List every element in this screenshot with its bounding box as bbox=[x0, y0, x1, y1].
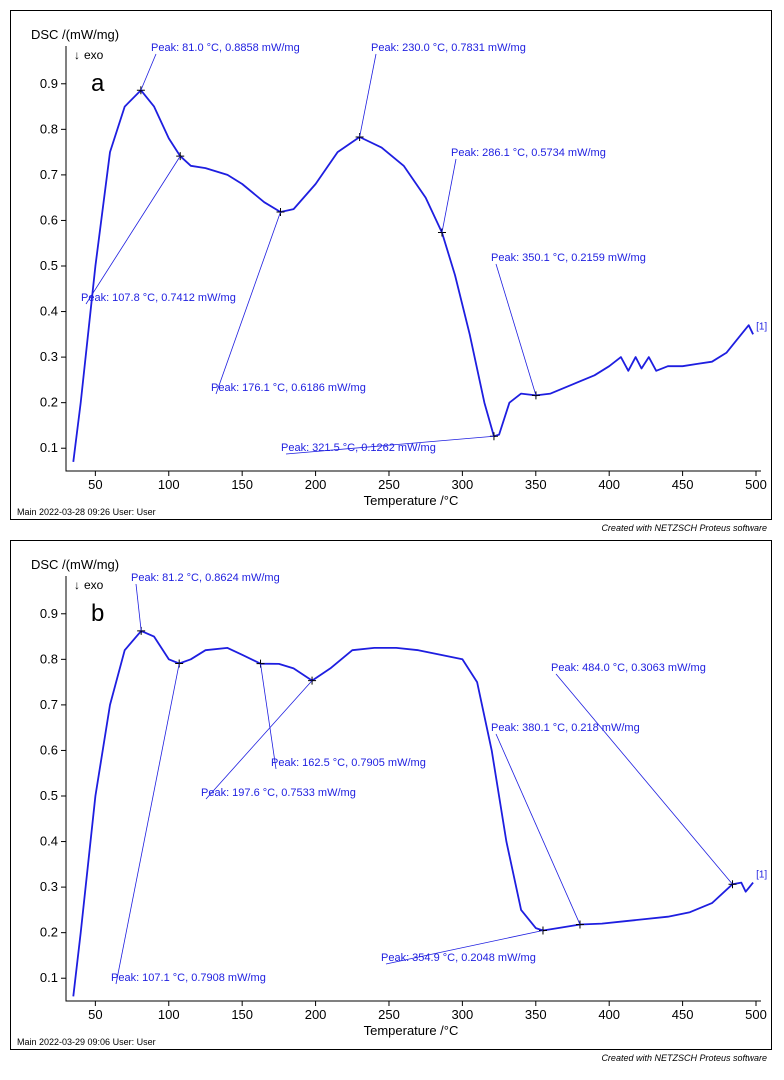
y-tick-label: 0.9 bbox=[40, 76, 58, 91]
chart-container-b: 50 100 150 200 250 300 350 400 450 500 0.1 0.2 0.3 0.… bbox=[10, 540, 772, 1050]
x-tick-label: 200 bbox=[305, 1007, 327, 1022]
exo-arrow-icon: ↓ bbox=[74, 578, 80, 592]
x-tick-label: 400 bbox=[598, 1007, 620, 1022]
peak-leader-line bbox=[556, 674, 733, 884]
dsc-chart-b: 50 100 150 200 250 300 350 400 450 500 0.1 0.2 0.3 0.… bbox=[11, 541, 771, 1049]
x-tick-label: 250 bbox=[378, 1007, 400, 1022]
chart-container-a: 50 100 150 200 250 300 350 400 450 500 0.1 0.2 0.3 0.… bbox=[10, 10, 772, 520]
peak-label: Peak: 197.6 °C, 0.7533 mW/mg bbox=[201, 787, 356, 799]
x-tick-label: 350 bbox=[525, 477, 547, 492]
peak-label: Peak: 176.1 °C, 0.6186 mW/mg bbox=[211, 382, 366, 394]
panel-letter: b bbox=[91, 600, 104, 627]
x-tick-label: 200 bbox=[305, 477, 327, 492]
x-tick-label: 500 bbox=[745, 1007, 767, 1022]
peak-label: Peak: 107.1 °C, 0.7908 mW/mg bbox=[111, 972, 266, 984]
y-axis-label: DSC /(mW/mg) bbox=[31, 557, 119, 572]
peak-label: Peak: 321.5 °C, 0.1262 mW/mg bbox=[281, 442, 436, 454]
x-tick-label: 50 bbox=[88, 1007, 102, 1022]
x-tick-label: 250 bbox=[378, 477, 400, 492]
x-axis-label: Temperature /°C bbox=[364, 1023, 459, 1038]
x-tick-label: 300 bbox=[452, 477, 474, 492]
y-tick-label: 0.1 bbox=[40, 970, 58, 985]
x-tick-label: 500 bbox=[745, 477, 767, 492]
exo-label: exo bbox=[84, 578, 104, 592]
exo-arrow-icon: ↓ bbox=[74, 48, 80, 62]
y-tick-label: 0.6 bbox=[40, 742, 58, 757]
y-axis-label: DSC /(mW/mg) bbox=[31, 27, 119, 42]
x-tick-label: 100 bbox=[158, 1007, 180, 1022]
x-tick-label: 150 bbox=[231, 477, 253, 492]
footer-timestamp: Main 2022-03-29 09:06 User: User bbox=[17, 1037, 156, 1047]
panel-letter: a bbox=[91, 70, 105, 97]
y-tick-label: 0.3 bbox=[40, 879, 58, 894]
x-tick-label: 350 bbox=[525, 1007, 547, 1022]
y-tick-label: 0.5 bbox=[40, 258, 58, 273]
dsc-curve bbox=[73, 631, 753, 997]
x-tick-label: 150 bbox=[231, 1007, 253, 1022]
dsc-chart-a: 50 100 150 200 250 300 350 400 450 500 0.1 0.2 0.3 0.… bbox=[11, 11, 771, 519]
peak-leader-line bbox=[442, 159, 456, 233]
y-tick-label: 0.6 bbox=[40, 212, 58, 227]
x-tick-label: 50 bbox=[88, 477, 102, 492]
peak-label: Peak: 484.0 °C, 0.3063 mW/mg bbox=[551, 662, 706, 674]
peak-leader-line bbox=[496, 264, 536, 395]
peak-label: Peak: 354.9 °C, 0.2048 mW/mg bbox=[381, 952, 536, 964]
peak-leader-line bbox=[206, 681, 312, 799]
peak-leader-line bbox=[360, 54, 376, 137]
x-tick-label: 400 bbox=[598, 477, 620, 492]
peak-leader-line bbox=[136, 584, 141, 631]
footer-software-credit: Created with NETZSCH Proteus software bbox=[601, 523, 767, 533]
y-tick-label: 0.1 bbox=[40, 440, 58, 455]
peak-leader-line bbox=[496, 734, 580, 924]
y-tick-label: 0.8 bbox=[40, 651, 58, 666]
y-tick-label: 0.7 bbox=[40, 167, 58, 182]
x-tick-label: 450 bbox=[672, 1007, 694, 1022]
y-tick-label: 0.4 bbox=[40, 834, 58, 849]
peak-leader-line bbox=[141, 54, 156, 90]
peak-label: Peak: 230.0 °C, 0.7831 mW/mg bbox=[371, 42, 526, 54]
y-tick-label: 0.4 bbox=[40, 304, 58, 319]
peak-label: Peak: 286.1 °C, 0.5734 mW/mg bbox=[451, 147, 606, 159]
dsc-curve bbox=[73, 90, 753, 462]
x-tick-label: 100 bbox=[158, 477, 180, 492]
peak-label: Peak: 380.1 °C, 0.218 mW/mg bbox=[491, 722, 640, 734]
y-tick-label: 0.2 bbox=[40, 925, 58, 940]
axes bbox=[66, 46, 761, 471]
peak-label: Peak: 350.1 °C, 0.2159 mW/mg bbox=[491, 252, 646, 264]
series-marker: [1] bbox=[756, 321, 767, 332]
exo-label: exo bbox=[84, 48, 104, 62]
y-tick-label: 0.3 bbox=[40, 349, 58, 364]
peak-label: Peak: 81.2 °C, 0.8624 mW/mg bbox=[131, 572, 280, 584]
y-tick-label: 0.8 bbox=[40, 121, 58, 136]
x-tick-label: 300 bbox=[452, 1007, 474, 1022]
y-tick-label: 0.2 bbox=[40, 395, 58, 410]
series-marker: [1] bbox=[756, 870, 767, 881]
peak-marker-icon bbox=[539, 926, 547, 934]
y-tick-label: 0.9 bbox=[40, 606, 58, 621]
axes bbox=[66, 576, 761, 1001]
peak-label: Peak: 162.5 °C, 0.7905 mW/mg bbox=[271, 757, 426, 769]
footer-timestamp: Main 2022-03-28 09:26 User: User bbox=[17, 507, 156, 517]
y-tick-label: 0.5 bbox=[40, 788, 58, 803]
peak-marker-icon bbox=[175, 660, 183, 668]
y-tick-label: 0.7 bbox=[40, 697, 58, 712]
peak-leader-line bbox=[261, 664, 276, 769]
footer-software-credit: Created with NETZSCH Proteus software bbox=[601, 1053, 767, 1063]
peak-leader-line bbox=[116, 664, 179, 984]
peak-label: Peak: 107.8 °C, 0.7412 mW/mg bbox=[81, 292, 236, 304]
x-tick-label: 450 bbox=[672, 477, 694, 492]
peak-label: Peak: 81.0 °C, 0.8858 mW/mg bbox=[151, 42, 300, 54]
x-axis-label: Temperature /°C bbox=[364, 493, 459, 508]
